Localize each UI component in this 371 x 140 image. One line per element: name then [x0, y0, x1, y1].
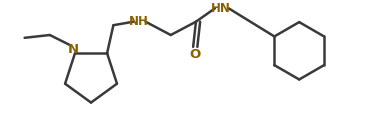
Text: O: O	[189, 48, 200, 61]
Text: HN: HN	[211, 2, 231, 15]
Text: N: N	[68, 43, 79, 55]
Text: NH: NH	[129, 15, 148, 28]
